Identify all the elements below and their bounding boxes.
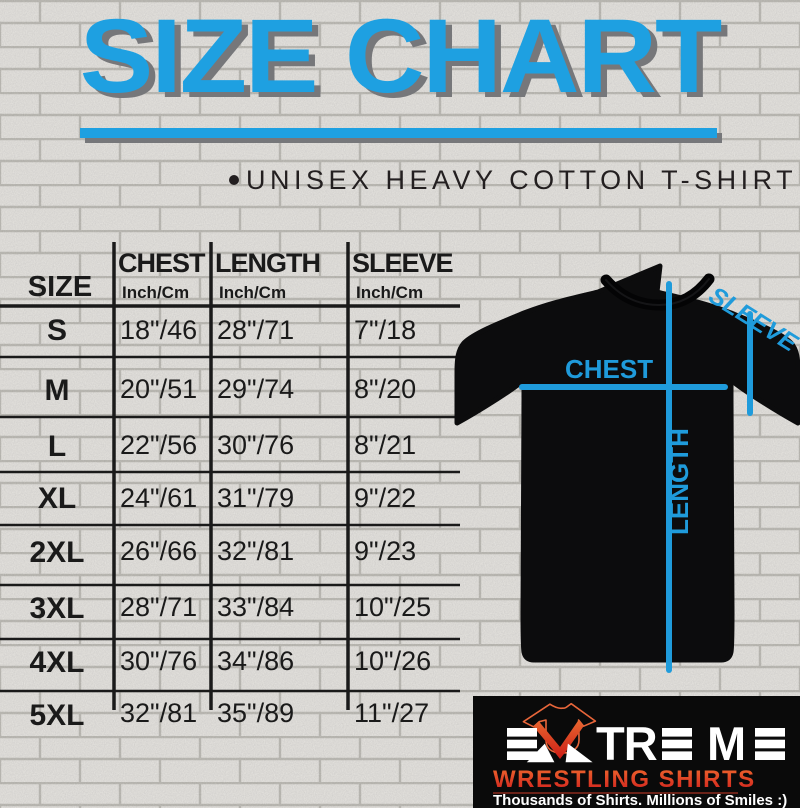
svg-text:32"/81: 32"/81 (217, 536, 294, 566)
svg-text:SIZE CHART: SIZE CHART (80, 0, 722, 114)
svg-text:9"/22: 9"/22 (354, 483, 416, 513)
svg-text:34"/86: 34"/86 (217, 646, 294, 676)
svg-text:LENGTH: LENGTH (215, 248, 320, 278)
svg-text:5XL: 5XL (29, 699, 84, 732)
svg-text:SIZE: SIZE (28, 271, 92, 303)
svg-text:L: L (48, 430, 66, 463)
svg-text:26"/66: 26"/66 (120, 536, 197, 566)
svg-text:22"/56: 22"/56 (120, 430, 197, 460)
svg-text:29"/74: 29"/74 (217, 374, 294, 404)
svg-text:31"/79: 31"/79 (217, 483, 294, 513)
svg-text:Inch/Cm: Inch/Cm (219, 283, 286, 302)
svg-text:7"/18: 7"/18 (354, 315, 416, 345)
svg-text:28"/71: 28"/71 (217, 315, 294, 345)
svg-text:Thousands of Shirts. Millions: Thousands of Shirts. Millions of Smiles … (493, 792, 787, 808)
svg-text:18"/46: 18"/46 (120, 315, 197, 345)
svg-text:Inch/Cm: Inch/Cm (122, 283, 189, 302)
svg-text:Inch/Cm: Inch/Cm (356, 283, 423, 302)
svg-text:M: M (45, 374, 70, 407)
svg-text:XL: XL (38, 482, 76, 515)
svg-text:24"/61: 24"/61 (120, 483, 197, 513)
svg-text:10"/25: 10"/25 (354, 592, 431, 622)
svg-text:20"/51: 20"/51 (120, 374, 197, 404)
svg-text:2XL: 2XL (29, 536, 84, 569)
svg-text:UNISEX HEAVY COTTON T-SHIRT: UNISEX HEAVY COTTON T-SHIRT (246, 165, 797, 195)
svg-text:SLEEVE: SLEEVE (352, 248, 453, 278)
svg-text:35"/89: 35"/89 (217, 698, 294, 728)
svg-text:9"/23: 9"/23 (354, 536, 416, 566)
svg-text:3XL: 3XL (29, 592, 84, 625)
svg-text:WRESTLING SHIRTS: WRESTLING SHIRTS (493, 766, 756, 793)
svg-text:TR: TR (596, 717, 657, 770)
svg-text:30"/76: 30"/76 (120, 646, 197, 676)
svg-text:CHEST: CHEST (565, 354, 653, 384)
svg-text:33"/84: 33"/84 (217, 592, 294, 622)
svg-text:S: S (47, 314, 67, 347)
svg-text:32"/81: 32"/81 (120, 698, 197, 728)
svg-text:10"/26: 10"/26 (354, 646, 431, 676)
svg-text:11"/27: 11"/27 (354, 698, 429, 728)
svg-text:M: M (707, 717, 746, 770)
svg-text:LENGTH: LENGTH (664, 428, 694, 535)
svg-text:8"/20: 8"/20 (354, 374, 416, 404)
svg-text:CHEST: CHEST (118, 248, 206, 278)
svg-text:4XL: 4XL (29, 646, 84, 679)
svg-text:8"/21: 8"/21 (354, 430, 416, 460)
svg-text:28"/71: 28"/71 (120, 592, 197, 622)
svg-text:30"/76: 30"/76 (217, 430, 294, 460)
